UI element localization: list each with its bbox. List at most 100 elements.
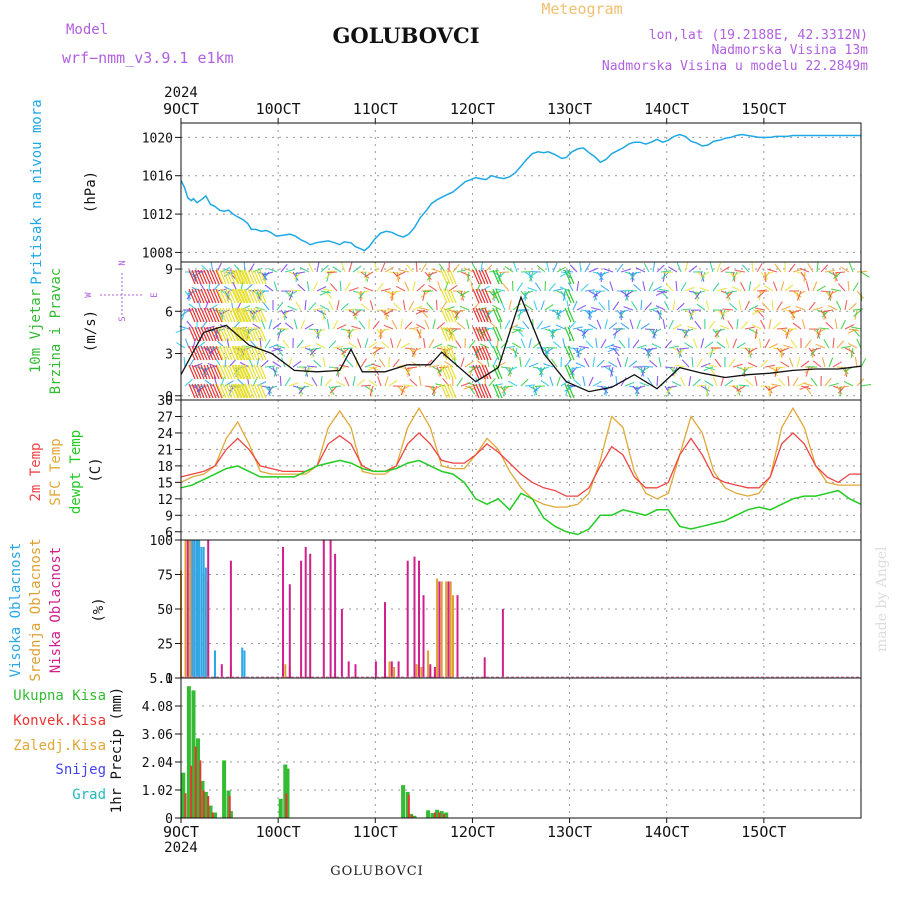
top-tick-label: 11OCT	[353, 100, 398, 118]
low-cloud-bar	[397, 661, 400, 678]
mid-cloud-bar	[436, 578, 439, 678]
mid-cloud-bar	[388, 661, 391, 678]
high-cloud-bar	[200, 546, 203, 678]
high-cloud-bar	[214, 650, 216, 678]
high-cloud-bar	[198, 540, 201, 678]
low-cloud-bar	[282, 546, 284, 678]
total-precip-bar	[426, 810, 431, 818]
bottom-tick-label: 9OCT	[163, 823, 199, 841]
total-precip-bar	[200, 780, 205, 818]
low-cloud-bar	[354, 664, 357, 678]
conv-precip-bar	[199, 760, 202, 818]
top-year-label: 2024	[164, 85, 198, 101]
model-elevation-label: Nadmorska Visina u modelu 22.2849m	[602, 59, 868, 74]
wind-speed-line	[180, 295, 862, 393]
temp-2m-line	[180, 431, 861, 497]
pressure-ytick: 1016	[142, 170, 173, 185]
high-cloud-label: Visoka Oblacnost	[8, 543, 24, 678]
temp-ytick: 24	[157, 427, 173, 442]
total-precip-bar	[226, 790, 231, 818]
total-precip-bar	[181, 772, 186, 818]
conv-precip-bar	[228, 796, 231, 818]
conv-precip-bar	[438, 812, 441, 818]
mid-cloud-bar	[440, 581, 443, 678]
precip-ytick: 1.02	[142, 784, 173, 799]
low-cloud-bar	[438, 581, 441, 678]
clouds-ytick: 100	[150, 534, 173, 549]
precip-legend-4: Grad	[72, 787, 106, 803]
wind-compass-s: S	[118, 316, 128, 321]
mid-cloud-bar	[184, 540, 187, 678]
total-precip-bar	[405, 791, 410, 818]
wind-unit: (m/s)	[83, 310, 99, 352]
conv-precip-bar	[202, 790, 205, 818]
low-cloud-bar	[229, 560, 232, 678]
wind-ytick: 6	[165, 305, 173, 320]
low-cloud-bar	[406, 560, 409, 678]
low-cloud-bar	[418, 560, 420, 678]
bottom-tick-label: 13OCT	[547, 823, 592, 841]
low-cloud-bar	[456, 595, 459, 678]
pressure-ylabel: Pritisak na nivou mora	[29, 99, 45, 284]
precip-ytick: 2.04	[142, 756, 173, 771]
high-cloud-bar	[195, 540, 198, 678]
conv-precip-bar	[211, 812, 214, 818]
model-label: Model	[66, 22, 108, 38]
total-precip-bar	[186, 686, 191, 818]
low-cloud-bar	[422, 595, 425, 678]
top-tick-label: 15OCT	[741, 100, 786, 118]
precip-legend-1: Konvek.Kisa	[13, 713, 106, 729]
mid-cloud-bar	[415, 664, 418, 678]
mid-cloud-bar	[445, 581, 448, 678]
top-tick-label: 10OCT	[256, 100, 301, 118]
conv-precip-bar	[433, 812, 436, 818]
total-precip-bar	[191, 690, 196, 818]
high-cloud-bar	[204, 567, 207, 678]
low-cloud-bar	[329, 540, 332, 678]
total-precip-bar	[444, 812, 449, 818]
total-precip-bar	[283, 764, 288, 818]
dewpt-temp-label: dewpt Temp	[68, 430, 84, 514]
elevation-label: Nadmorska Visina 13m	[711, 43, 868, 58]
bottom-tick-label: 11OCT	[353, 823, 398, 841]
total-precip-bar	[439, 811, 444, 818]
mid-cloud-bar	[449, 581, 452, 678]
wind-ylabel: 10m Vjetar	[28, 289, 44, 373]
clouds-ytick: 25	[157, 638, 173, 653]
temp-ytick: 12	[157, 493, 173, 508]
mid-cloud-bar	[284, 664, 287, 678]
low-cloud-bar	[340, 609, 343, 678]
low-cloud-bar	[207, 540, 210, 678]
top-tick-label: 14OCT	[644, 100, 689, 118]
total-precip-bar	[228, 811, 233, 818]
total-precip-bar	[213, 812, 217, 818]
bottom-year-label: 2024	[164, 840, 198, 856]
top-tick-label: 12OCT	[450, 100, 495, 118]
clouds-unit: (%)	[91, 597, 107, 622]
wind-compass-w: W	[84, 292, 94, 298]
total-precip-bar	[208, 805, 213, 818]
high-cloud-bar	[191, 540, 194, 678]
low-cloud-bar	[288, 584, 291, 678]
precip-ytick: 4.08	[142, 700, 173, 715]
sfc-temp-line	[180, 406, 861, 508]
high-cloud-bar	[193, 540, 196, 678]
low-cloud-bar	[322, 540, 325, 678]
station-title: GOLUBOVCI	[332, 23, 479, 48]
pressure-ytick: 1012	[142, 208, 173, 223]
total-precip-bar	[222, 760, 227, 818]
clouds-ytick: 75	[157, 569, 173, 584]
temp-ytick: 30	[157, 394, 173, 409]
wind-ytick: 0	[165, 390, 173, 405]
mid-cloud-bar	[420, 667, 423, 678]
high-cloud-bar	[202, 546, 205, 678]
mid-cloud-bar	[393, 667, 396, 678]
high-cloud-bar	[243, 650, 246, 678]
mid-cloud-label: Srednja Oblacnost	[28, 538, 44, 681]
sfc-temp-label: SFC Temp	[48, 438, 64, 505]
temp-unit: (C)	[88, 457, 104, 482]
wind-ylabel-2: Brzina i Pravac	[48, 268, 64, 394]
low-cloud-bar	[384, 602, 386, 678]
